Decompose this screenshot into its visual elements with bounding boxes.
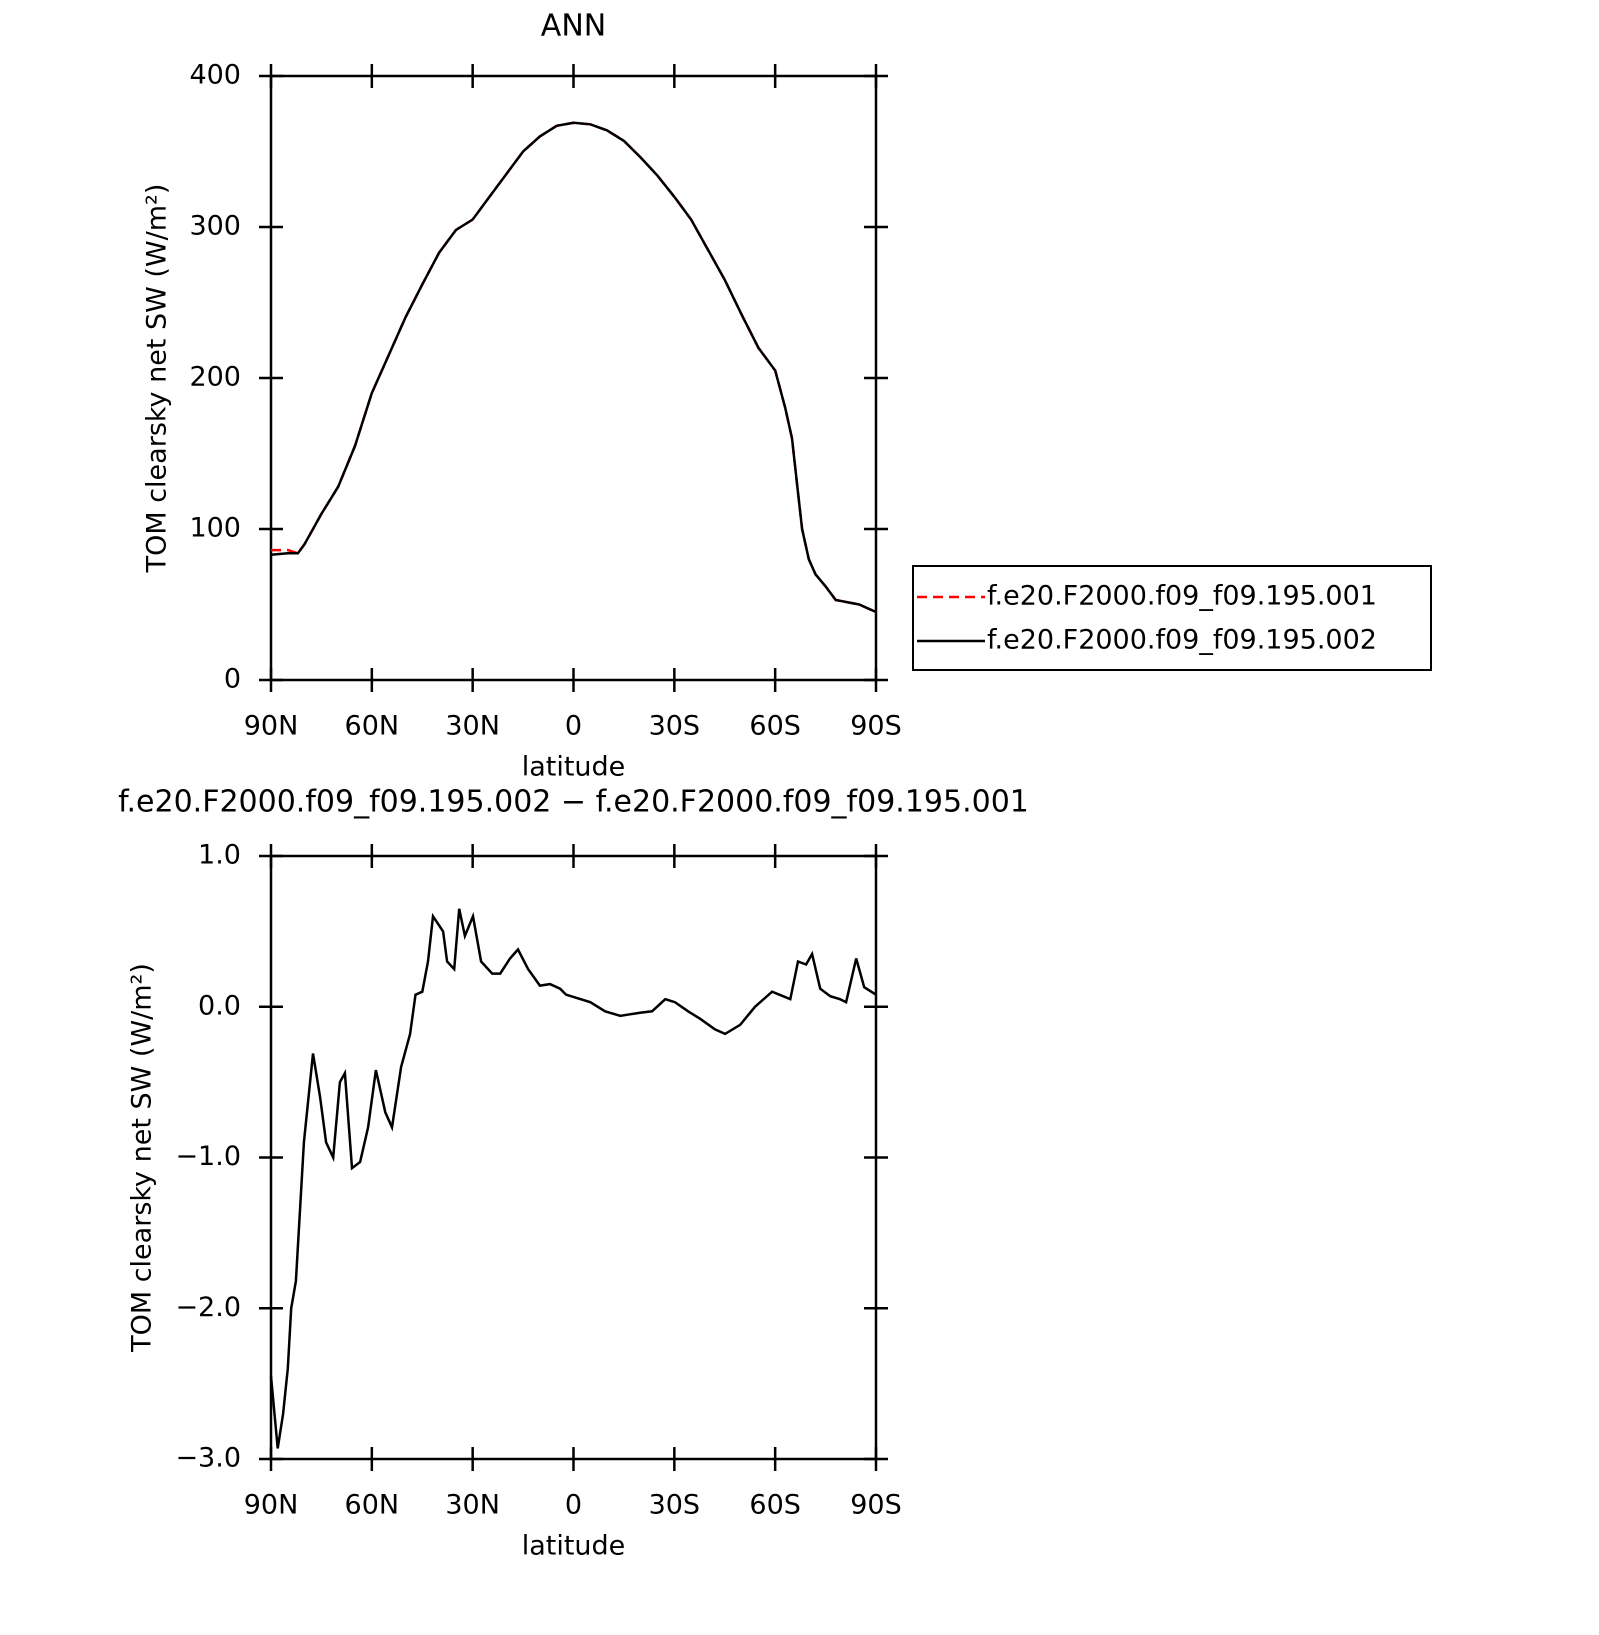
x-tick-label: 30N bbox=[445, 711, 500, 742]
x-tick-label: 0 bbox=[565, 1490, 582, 1521]
legend-label: f.e20.F2000.f09_f09.195.002 bbox=[987, 625, 1377, 656]
y-tick-label: −3.0 bbox=[175, 1443, 241, 1474]
y-tick-label: 1.0 bbox=[198, 840, 241, 871]
y-tick-label: 400 bbox=[189, 60, 241, 91]
y-tick-label: 300 bbox=[189, 211, 241, 242]
y-tick-label: 100 bbox=[189, 513, 241, 544]
data-line bbox=[269, 908, 877, 1449]
x-tick-label: 90N bbox=[244, 1490, 299, 1521]
x-tick-label: 90S bbox=[850, 1490, 902, 1521]
x-tick-label: 60N bbox=[345, 711, 400, 742]
x-tick-label: 0 bbox=[565, 711, 582, 742]
y-tick-label: 0 bbox=[224, 664, 241, 695]
data-line bbox=[270, 121, 877, 614]
y-tick-label: −1.0 bbox=[175, 1141, 241, 1172]
legend-label: f.e20.F2000.f09_f09.195.001 bbox=[987, 581, 1377, 612]
x-tick-label: 60S bbox=[749, 1490, 801, 1521]
y-axis-label: TOM clearsky net SW (W/m²) bbox=[142, 184, 173, 574]
y-axis-label: TOM clearsky net SW (W/m²) bbox=[127, 963, 158, 1353]
plot-frame bbox=[269, 854, 878, 1461]
x-tick-label: 30S bbox=[649, 1490, 701, 1521]
legend-box bbox=[912, 565, 1432, 671]
x-axis-label: latitude bbox=[522, 752, 626, 783]
x-tick-label: 90N bbox=[244, 711, 299, 742]
x-axis-label: latitude bbox=[522, 1531, 626, 1562]
chart-title: ANN bbox=[541, 9, 606, 44]
y-tick-label: 200 bbox=[189, 362, 241, 393]
y-tick-label: −2.0 bbox=[175, 1292, 241, 1323]
x-tick-label: 60N bbox=[345, 1490, 400, 1521]
data-line bbox=[271, 121, 877, 614]
x-tick-label: 30S bbox=[649, 711, 701, 742]
x-tick-label: 90S bbox=[850, 711, 902, 742]
chart-title: f.e20.F2000.f09_f09.195.002 − f.e20.F200… bbox=[118, 785, 1029, 820]
plot-frame bbox=[269, 74, 878, 682]
x-tick-label: 30N bbox=[445, 1490, 500, 1521]
y-tick-label: 0.0 bbox=[198, 990, 241, 1021]
x-tick-label: 60S bbox=[749, 711, 801, 742]
